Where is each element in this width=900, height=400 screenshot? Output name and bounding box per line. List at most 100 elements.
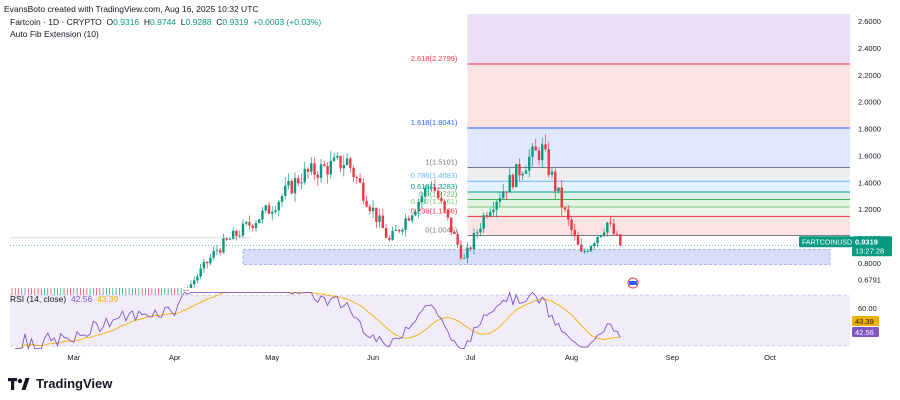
month-tick-label: Jul [466, 353, 476, 362]
candle-body [560, 187, 563, 208]
price-tick-label: 2.6000 [858, 17, 881, 26]
candle-body [358, 178, 362, 183]
indicator-name[interactable]: Auto Fib Extension (10) [10, 29, 99, 39]
candle-body [570, 219, 573, 230]
price-tick-label: 1.4000 [858, 178, 881, 187]
rsi-name: RSI (14, close) [10, 294, 67, 304]
candle-body [609, 222, 612, 224]
candle-body [248, 222, 251, 226]
month-tick-label: Sep [666, 353, 679, 362]
candle-body [378, 215, 381, 222]
event-flag-icon-inner [629, 281, 637, 285]
price-tick-label: 1.2000 [858, 205, 881, 214]
candle-body [342, 165, 346, 169]
symbol-name[interactable]: Fartcoin · 1D · CRYPTO [10, 17, 102, 27]
rsi-value-tag [852, 327, 879, 337]
candle-body [303, 168, 306, 183]
chart-credit: EvansBoto created with TradingView.com, … [4, 4, 259, 14]
last-price-value: 0.9319 [855, 237, 878, 246]
close-label: C [216, 17, 223, 27]
candle-body [254, 223, 258, 228]
candle-body [371, 207, 375, 212]
candle-body [313, 163, 316, 175]
rsi-legend[interactable]: RSI (14, close) 42.56 43.39 [10, 294, 118, 304]
candle-body [485, 215, 489, 216]
candle-body [404, 218, 407, 230]
candle-body [264, 205, 267, 211]
candle-body [466, 247, 469, 259]
price-tick-label: 1.8000 [858, 125, 881, 134]
candle-body [199, 268, 202, 277]
fib-zone [467, 216, 850, 236]
candle-body [336, 155, 339, 158]
price-tick-label: 2.4000 [858, 44, 881, 53]
candle-body [192, 280, 196, 285]
fib-level-label: 0(1.0041) [425, 226, 458, 235]
candle-body [186, 289, 189, 291]
candle-body [319, 164, 323, 178]
candle-body [290, 180, 293, 194]
candle-body [196, 276, 199, 281]
candle-body [388, 237, 391, 240]
symbol-tag-bg [799, 236, 852, 248]
candle-body [573, 229, 576, 236]
candle-body [544, 144, 547, 150]
candle-body [232, 230, 235, 240]
candle-body [619, 234, 622, 246]
candle-body [511, 174, 515, 188]
candle-body [397, 229, 401, 232]
candle-body [488, 212, 492, 216]
price-tick-label: 0.8000 [858, 259, 881, 268]
candle-body [456, 233, 459, 245]
candle-body [225, 238, 228, 240]
candle-body [284, 185, 287, 196]
rsi-band [10, 295, 850, 346]
month-tick-label: May [265, 353, 279, 362]
candle-body [521, 173, 524, 176]
candle-body [534, 146, 537, 151]
fib-level-label: 0.236(1.1466) [411, 206, 458, 215]
tradingview-logo[interactable]: TradingView [8, 376, 112, 391]
candle-body [261, 210, 264, 220]
candle-body [414, 211, 417, 216]
symbol-legend[interactable]: Fartcoin · 1D · CRYPTO O0.9316 H0.9744 L… [10, 17, 321, 27]
close-value: 0.9319 [222, 17, 249, 27]
candle-body [606, 222, 609, 233]
candle-body [258, 219, 261, 224]
rsi-line [15, 291, 621, 351]
rsi-value-tag-text: 42.56 [855, 328, 874, 337]
candle-body [245, 222, 248, 224]
candle-body [215, 250, 219, 252]
fib-zone [467, 199, 850, 208]
candle-body [205, 261, 209, 264]
candle-body [462, 258, 466, 259]
candle-body [362, 182, 365, 201]
candle-body [615, 233, 619, 235]
candle-body [218, 250, 222, 253]
candle-body [209, 257, 212, 264]
candle-body [427, 187, 430, 189]
candle-body [524, 170, 528, 174]
candle-body [271, 212, 274, 214]
candle-body [420, 196, 424, 203]
candle-body [349, 158, 352, 168]
candle-body [547, 149, 550, 175]
tv-logo-text: TradingView [36, 376, 113, 391]
candle-body [332, 157, 336, 161]
candle-body [417, 202, 420, 212]
price-tick-label: 2.2000 [858, 71, 881, 80]
candle-body [235, 230, 238, 236]
candle-body [586, 251, 589, 253]
candle-body [384, 228, 388, 238]
fib-level-label: 1(1.5101) [425, 158, 458, 167]
candle-body [300, 182, 303, 184]
candle-body [596, 236, 599, 244]
candle-body [469, 247, 472, 250]
candle-body [433, 186, 437, 191]
candle-body [277, 201, 280, 211]
candle-body [576, 235, 580, 245]
rsi-value: 42.56 [70, 294, 93, 304]
candle-body [563, 207, 567, 210]
candle-body [391, 230, 394, 240]
